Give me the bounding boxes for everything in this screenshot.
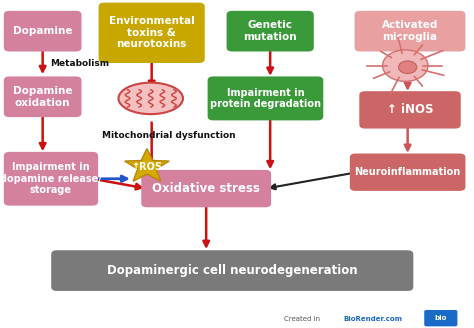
Text: Impairment in
dopamine release/
storage: Impairment in dopamine release/ storage	[0, 162, 102, 195]
Text: ↑ROS: ↑ROS	[131, 162, 163, 172]
FancyBboxPatch shape	[208, 76, 323, 120]
FancyBboxPatch shape	[51, 250, 413, 291]
FancyBboxPatch shape	[4, 76, 82, 117]
Text: Neuroinflammation: Neuroinflammation	[355, 167, 461, 177]
Text: Impairment in
protein degradation: Impairment in protein degradation	[210, 88, 321, 109]
FancyBboxPatch shape	[141, 170, 271, 207]
Ellipse shape	[118, 83, 183, 114]
FancyBboxPatch shape	[4, 11, 82, 51]
Text: Dopamine
oxidation: Dopamine oxidation	[13, 86, 73, 108]
FancyBboxPatch shape	[227, 11, 314, 51]
Text: ↑ iNOS: ↑ iNOS	[387, 103, 433, 116]
FancyBboxPatch shape	[4, 152, 98, 206]
Text: Oxidative stress: Oxidative stress	[152, 182, 260, 195]
Text: Dopamine: Dopamine	[13, 26, 73, 36]
Text: Mitochondrial dysfunction: Mitochondrial dysfunction	[102, 131, 236, 140]
Text: Activated
microglia: Activated microglia	[382, 20, 438, 42]
Text: Environmental
toxins &
neurotoxins: Environmental toxins & neurotoxins	[109, 16, 194, 50]
Polygon shape	[125, 149, 169, 181]
FancyBboxPatch shape	[359, 91, 461, 129]
Text: Genetic
mutation: Genetic mutation	[243, 20, 297, 42]
FancyBboxPatch shape	[355, 11, 465, 51]
Text: BioRender.com: BioRender.com	[344, 317, 402, 322]
FancyBboxPatch shape	[99, 3, 205, 63]
FancyBboxPatch shape	[350, 154, 465, 191]
Text: Metabolism: Metabolism	[50, 59, 109, 68]
FancyBboxPatch shape	[424, 310, 457, 326]
Text: Dopaminergic cell neurodegeneration: Dopaminergic cell neurodegeneration	[107, 264, 357, 277]
Text: bio: bio	[435, 315, 447, 321]
Text: Created in: Created in	[284, 317, 323, 322]
Circle shape	[383, 50, 428, 81]
Circle shape	[399, 61, 417, 73]
